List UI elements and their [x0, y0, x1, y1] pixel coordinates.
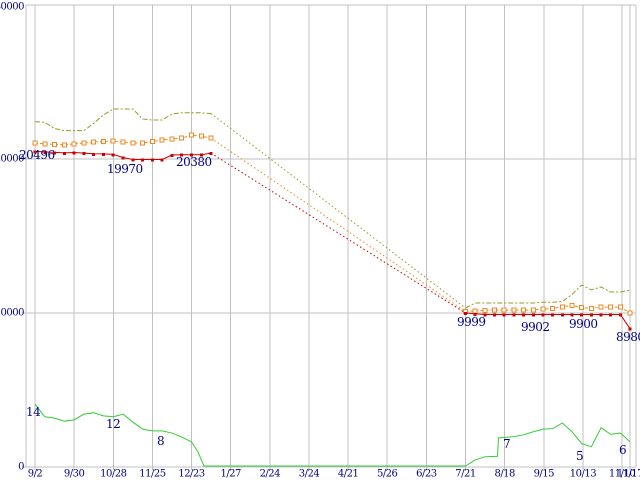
annotation-9900: 9900: [569, 317, 598, 331]
x-tick-label: 12/23: [178, 468, 204, 479]
y-tick-label: 30000: [0, 2, 24, 13]
x-tick-label: 1/27: [220, 468, 241, 479]
x-tick-label: 11/25: [139, 468, 165, 479]
x-tick-label: 11/10: [609, 468, 635, 479]
y-tick-label: 0: [18, 462, 24, 473]
x-tick-label: 10/28: [100, 468, 126, 479]
x-axis-labels: 9/2 9/30 10/28 11/25 12/23 1/27 2/24 3/24 4/21 5/…: [28, 468, 640, 479]
annotation-7: 7: [503, 437, 510, 451]
x-tick-label: 10/13: [570, 468, 596, 479]
annotation-5: 5: [576, 449, 583, 463]
annotation-12: 12: [106, 417, 120, 431]
x-tick-label: 4/21: [338, 468, 358, 479]
x-tick-label: 9/15: [534, 468, 555, 479]
x-tick-label: 11/17: [617, 468, 640, 479]
x-tick-label: 8/18: [494, 468, 515, 479]
grid: [22, 5, 636, 470]
annotation-8980: 8980: [616, 330, 640, 344]
y-axis-labels: 30000 20000 10000 0: [0, 2, 25, 473]
annotation-20496: 20496: [19, 148, 55, 162]
x-tick-label: 2/24: [260, 468, 281, 479]
annotation-14: 14: [26, 405, 41, 419]
x-tick-label: 6/23: [416, 468, 437, 479]
plot-border: [22, 4, 637, 468]
series-volume-line: [34, 403, 631, 467]
value-annotations: 20496 19970 20380 9999 9902 9900 8980 14 12 8 7 5 6: [19, 148, 640, 463]
x-tick-label: 5/26: [377, 468, 398, 479]
annotation-9999: 9999: [457, 315, 486, 329]
x-tick-label: 9/2: [28, 468, 43, 479]
series-middle-band: [32, 132, 633, 316]
annotation-20380: 20380: [176, 155, 212, 169]
y-tick-label: 10000: [0, 308, 24, 319]
annotation-9902: 9902: [521, 320, 550, 334]
x-tick-label: 9/30: [64, 468, 85, 479]
x-tick-label: 7/21: [455, 468, 475, 479]
annotation-8: 8: [157, 434, 164, 448]
annotation-6: 6: [619, 443, 626, 457]
series-lower-band: [33, 150, 632, 331]
y-tick-label: 20000: [0, 154, 24, 165]
annotation-19970: 19970: [107, 162, 143, 176]
x-tick-label: 3/24: [299, 468, 320, 479]
series-upper-band: [34, 108, 631, 309]
